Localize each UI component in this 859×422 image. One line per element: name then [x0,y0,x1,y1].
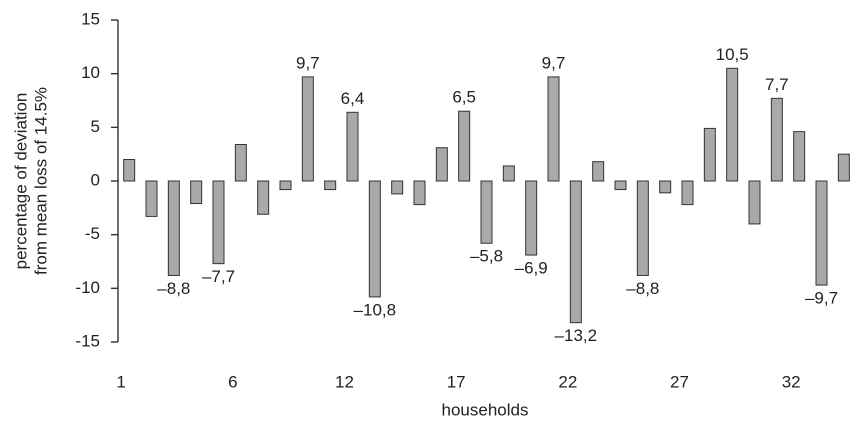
y-tick-label: 0 [91,170,100,189]
bar [413,180,426,206]
value-label: –7,7 [202,267,235,286]
value-label: –6,9 [515,259,548,278]
x-tick-label: 17 [447,372,466,391]
bar [324,180,337,191]
value-label: 10,5 [716,45,749,64]
bar [569,180,582,324]
x-tick-label: 32 [782,372,801,391]
bar [145,180,158,217]
value-label: 6,5 [452,88,476,107]
bar [659,180,672,194]
value-label: –9,7 [805,289,838,308]
value-label: 6,4 [341,89,365,108]
bar [502,165,515,182]
x-tick-label: 22 [558,372,577,391]
value-label: –13,2 [555,326,598,345]
bar [234,144,247,182]
y-tick-label: -15 [75,331,100,350]
y-tick-label: 15 [81,9,100,28]
bar [815,180,828,286]
bar [435,147,448,182]
value-label: –8,8 [157,279,190,298]
bar [837,153,850,182]
bar [793,131,806,182]
bar [726,67,739,182]
bar [279,180,292,191]
bar [212,180,225,265]
bar [301,76,314,182]
y-tick-label: -10 [75,278,100,297]
bar [480,180,493,244]
bar [123,159,136,182]
y-axis-label: from mean loss of 14.5% [31,87,50,275]
value-label: 9,7 [542,53,566,72]
bar [525,180,538,256]
bar [368,180,381,298]
bar [592,161,605,182]
bar [681,180,694,206]
bar [770,97,783,182]
bar [167,180,180,276]
value-label: 7,7 [765,75,789,94]
y-axis-label: percentage of deviation [11,93,30,270]
y-tick-label: -5 [85,224,100,243]
bar [391,180,404,195]
x-axis-label: households [442,400,529,419]
value-label: –10,8 [354,300,397,319]
x-tick-label: 12 [335,372,354,391]
y-tick-label: 10 [81,63,100,82]
bar [458,110,471,182]
value-label: 9,7 [296,53,320,72]
y-tick-label: 5 [91,117,100,136]
value-label: –8,8 [626,279,659,298]
bar [346,111,359,182]
bar [614,180,627,191]
bar [547,76,560,182]
x-tick-label: 6 [228,372,237,391]
bar [703,127,716,182]
value-label: –5,8 [470,247,503,266]
bar [257,180,270,215]
x-tick-label: 27 [670,372,689,391]
bar [636,180,649,276]
bar [190,180,203,205]
bar [748,180,761,225]
x-tick-label: 1 [116,372,125,391]
